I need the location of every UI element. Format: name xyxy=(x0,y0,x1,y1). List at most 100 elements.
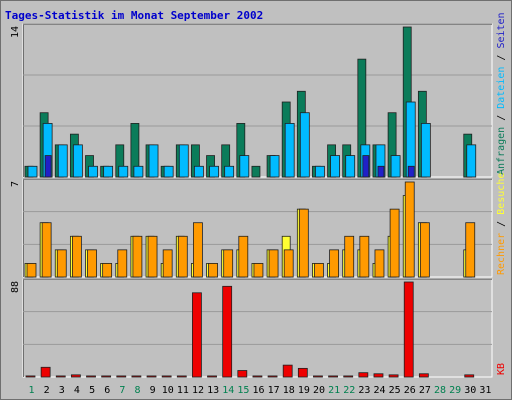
bar-rechner-15 xyxy=(238,235,249,278)
bar-dateien-7 xyxy=(118,165,129,178)
x-tick-30: 30 xyxy=(464,385,476,396)
bar-kb-6 xyxy=(101,375,112,378)
bar-dateien-4 xyxy=(72,144,83,178)
legend-entry: Besuche xyxy=(496,173,507,215)
bar-kb-25 xyxy=(388,374,399,378)
bar-rechner-27 xyxy=(419,222,430,278)
x-tick-3: 3 xyxy=(59,385,65,396)
bar-rechner-9 xyxy=(147,235,158,278)
right-legend: Anfragen / Dateien / Seiten xyxy=(496,12,507,175)
x-tick-11: 11 xyxy=(177,385,189,396)
bar-dateien-20 xyxy=(315,165,325,178)
x-tick-14: 14 xyxy=(222,385,234,396)
bar-kb-8 xyxy=(131,375,142,378)
bar-anfragen-16 xyxy=(251,165,261,178)
bar-kb-23 xyxy=(358,372,369,378)
panel-3: 88 KB xyxy=(10,278,507,378)
x-tick-1: 1 xyxy=(29,385,35,396)
bar-kb-7 xyxy=(116,375,127,378)
legend-entry: / xyxy=(496,49,507,67)
bar-kb-2 xyxy=(40,366,51,378)
x-tick-29: 29 xyxy=(449,385,461,396)
bar-dateien-12 xyxy=(194,165,204,178)
bar-kb-17 xyxy=(267,375,278,378)
bar-kb-24 xyxy=(373,373,384,378)
bar-kb-14 xyxy=(222,285,233,378)
bar-kb-19 xyxy=(297,367,308,378)
bar-kb-10 xyxy=(161,375,172,378)
bar-rechner-20 xyxy=(314,263,324,278)
bar-dateien-5 xyxy=(88,165,98,178)
bar-rechner-26 xyxy=(404,181,415,278)
bar-kb-20 xyxy=(313,375,323,378)
bar-kb-15 xyxy=(237,370,248,378)
bar-kb-3 xyxy=(55,375,66,378)
panel-1: 14 Anfragen / Dateien / Seiten xyxy=(10,12,507,178)
x-tick-25: 25 xyxy=(389,385,401,396)
bar-kb-27 xyxy=(418,373,429,378)
bar-rechner-3 xyxy=(56,249,67,278)
bar-seiten-24 xyxy=(377,165,385,178)
bar-dateien-15 xyxy=(239,155,250,178)
x-tick-26: 26 xyxy=(404,385,416,396)
bar-dateien-9 xyxy=(148,144,159,178)
bar-kb-21 xyxy=(328,375,338,378)
x-tick-23: 23 xyxy=(358,385,370,396)
x-tick-19: 19 xyxy=(298,385,310,396)
series-seiten xyxy=(44,155,415,178)
bar-rechner-19 xyxy=(298,208,309,278)
bar-rechner-21 xyxy=(329,249,339,278)
bar-seiten-23 xyxy=(362,155,370,178)
bar-dateien-30 xyxy=(466,144,477,178)
bar-dateien-14 xyxy=(224,165,235,178)
x-tick-27: 27 xyxy=(419,385,431,396)
legend-entry: / xyxy=(496,109,507,127)
bar-rechner-2 xyxy=(41,222,52,278)
x-tick-7: 7 xyxy=(119,385,125,396)
bar-dateien-19 xyxy=(299,112,310,178)
right-legend: KB xyxy=(496,363,507,375)
panel-background xyxy=(22,278,493,378)
bar-rechner-18 xyxy=(283,249,294,278)
bar-dateien-11 xyxy=(178,144,189,178)
bar-dateien-17 xyxy=(269,155,280,178)
x-tick-2: 2 xyxy=(44,385,50,396)
bar-rechner-24 xyxy=(374,249,385,278)
bar-seiten-26 xyxy=(407,165,415,178)
x-tick-13: 13 xyxy=(207,385,219,396)
y-max-label: 7 xyxy=(10,181,21,187)
bar-kb-12 xyxy=(192,292,202,378)
bar-rechner-22 xyxy=(344,235,355,278)
bar-rechner-6 xyxy=(102,263,113,278)
bar-dateien-26 xyxy=(405,101,416,178)
bar-seiten-2 xyxy=(44,155,52,178)
x-tick-21: 21 xyxy=(328,385,340,396)
bar-dateien-25 xyxy=(390,155,401,178)
bar-kb-1 xyxy=(25,375,36,378)
x-tick-12: 12 xyxy=(192,385,204,396)
x-tick-18: 18 xyxy=(283,385,295,396)
bar-dateien-13 xyxy=(209,165,219,178)
bar-rechner-4 xyxy=(71,235,82,278)
legend-entry: Rechner xyxy=(496,233,507,275)
panel-2: 7 Rechner / Besuche xyxy=(10,173,507,278)
bar-rechner-5 xyxy=(87,249,97,278)
bar-rechner-14 xyxy=(223,249,234,278)
x-tick-10: 10 xyxy=(162,385,174,396)
legend-entry: Dateien xyxy=(496,67,507,109)
chart-title: Tages-Statistik im Monat September 2002 xyxy=(5,9,263,22)
bar-dateien-18 xyxy=(284,123,295,178)
series-kb xyxy=(25,281,475,378)
legend-entry: Anfragen xyxy=(496,127,507,175)
series-rechner xyxy=(26,181,476,278)
bar-kb-16 xyxy=(252,375,263,378)
bar-dateien-21 xyxy=(330,155,340,178)
bar-kb-4 xyxy=(70,374,81,378)
x-tick-8: 8 xyxy=(134,385,140,396)
bar-dateien-8 xyxy=(133,165,144,178)
y-max-label: 88 xyxy=(10,281,21,293)
x-tick-20: 20 xyxy=(313,385,325,396)
bar-dateien-1 xyxy=(27,165,38,178)
bar-rechner-30 xyxy=(465,222,476,278)
